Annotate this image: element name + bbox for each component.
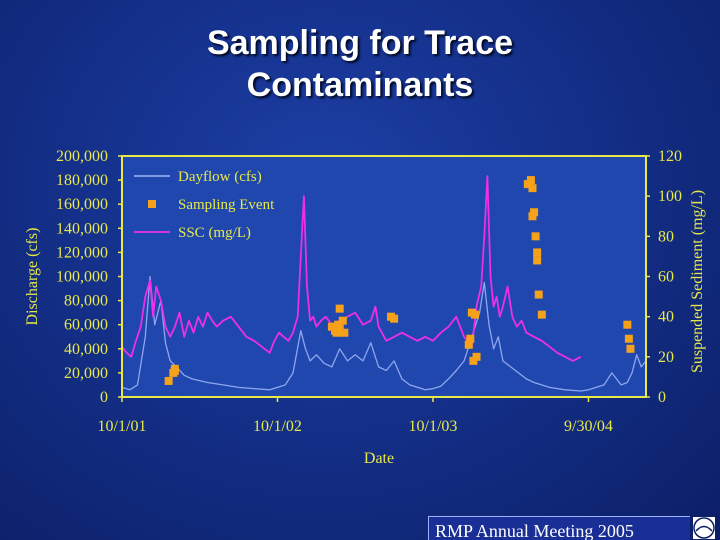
sampling-event-point: [533, 256, 542, 265]
y2-tick-label: 20: [658, 349, 674, 366]
sfei-logo-icon: [692, 516, 716, 540]
plot-area: [122, 156, 646, 397]
ssc-series-line: [121, 175, 582, 362]
sampling-event-point: [528, 212, 537, 221]
sampling-event-point: [626, 344, 635, 353]
sampling-event-point: [537, 310, 546, 319]
y-tick-label: 180,000: [56, 172, 108, 189]
x-axis-label: Date: [364, 450, 394, 467]
y-tick-label: 40,000: [64, 341, 108, 358]
sampling-event-point: [623, 320, 632, 329]
y-axis-label: Discharge (cfs): [24, 228, 41, 326]
sampling-event-point: [164, 376, 173, 385]
sampling-event-point: [523, 180, 532, 189]
y2-tick-label: 40: [658, 309, 674, 326]
y-tick-label: 80,000: [64, 293, 108, 310]
x-tick-label: 10/1/02: [253, 418, 302, 435]
x-tick-label: 9/30/04: [564, 418, 613, 435]
y-tick-label: 160,000: [56, 196, 108, 213]
y2-tick-label: 100: [658, 188, 682, 205]
sampling-event-point: [534, 290, 543, 299]
legend-label: SSC (mg/L): [178, 225, 251, 241]
sampling-event-point: [472, 352, 481, 361]
y-tick-label: 20,000: [64, 365, 108, 382]
sampling-event-point: [533, 248, 542, 257]
sampling-event-point: [624, 334, 633, 343]
y2-axis-label: Suspended Sediment (mg/L): [689, 190, 706, 373]
y-tick-label: 120,000: [56, 244, 108, 261]
y2-tick-label: 120: [658, 148, 682, 165]
sampling-event-point: [170, 364, 179, 373]
y-tick-label: 60,000: [64, 317, 108, 334]
dayflow-series-line: [121, 275, 647, 392]
y2-tick-label: 80: [658, 228, 674, 245]
x-tick-label: 10/1/01: [98, 418, 147, 435]
sampling-event-point: [332, 328, 341, 337]
legend-swatch-sampling: [148, 200, 156, 208]
y2-tick-label: 0: [658, 389, 666, 406]
sampling-event-point: [335, 304, 344, 313]
y-tick-label: 0: [100, 389, 108, 406]
sampling-event-point: [327, 322, 336, 331]
y-tick-label: 100,000: [56, 269, 108, 286]
y-tick-label: 140,000: [56, 220, 108, 237]
sampling-event-point: [531, 232, 540, 241]
legend-label: Sampling Event: [178, 197, 275, 213]
sampling-event-point: [469, 356, 478, 365]
slide-title-line2: Contaminants: [246, 66, 474, 104]
y-tick-label: 200,000: [56, 148, 108, 165]
x-tick-label: 10/1/03: [409, 418, 458, 435]
sampling-event-point: [334, 320, 343, 329]
sampling-event-point: [338, 316, 347, 325]
slide-title: Sampling for Trace Contaminants: [0, 22, 720, 106]
slide-title-line1: Sampling for Trace: [206, 24, 514, 62]
footer-meeting-label: RMP Annual Meeting 2005: [428, 516, 690, 540]
sampling-event-point: [530, 208, 539, 217]
legend: Dayflow (cfs) Sampling Event SSC (mg/L): [134, 169, 275, 241]
legend-label: Dayflow (cfs): [178, 169, 262, 185]
sampling-event-point: [470, 310, 479, 319]
sampling-event-point: [464, 340, 473, 349]
sampling-event-point: [390, 314, 399, 323]
sampling-event-point: [340, 328, 349, 337]
sampling-event-point: [528, 184, 537, 193]
sampling-event-point: [335, 324, 344, 333]
y2-tick-label: 60: [658, 269, 674, 286]
sampling-event-point: [466, 334, 475, 343]
sampling-event-point: [526, 176, 535, 185]
